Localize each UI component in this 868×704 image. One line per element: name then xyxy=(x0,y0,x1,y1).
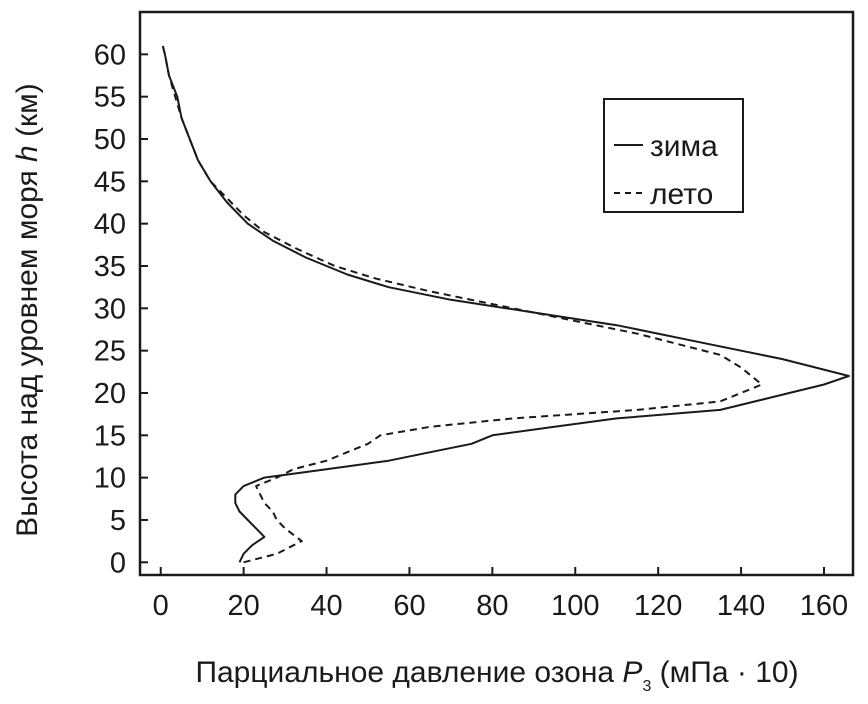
y-tick-label: 25 xyxy=(94,336,126,368)
y-tick-label: 55 xyxy=(94,82,126,114)
series-line-summer xyxy=(161,45,763,564)
series-group xyxy=(161,45,850,564)
x-tick-label: 100 xyxy=(551,590,599,622)
x-tick-label: 80 xyxy=(476,590,508,622)
y-tick-label: 30 xyxy=(94,293,126,325)
x-axis-ticks: 0 20 40 60 80 100 120 140 160 xyxy=(153,567,848,622)
x-axis-title: Парциальное давление озона P3 (мПа · 10) xyxy=(195,656,798,695)
y-tick-label: 45 xyxy=(94,166,126,198)
y-tick-label: 35 xyxy=(94,251,126,283)
x-tick-label: 140 xyxy=(717,590,765,622)
y-tick-label: 15 xyxy=(94,420,126,452)
y-tick-label: 60 xyxy=(94,39,126,71)
x-tick-label: 160 xyxy=(800,590,848,622)
x-tick-label: 40 xyxy=(310,590,342,622)
legend-label-summer: лето xyxy=(650,178,713,211)
x-tick-label: 60 xyxy=(393,590,425,622)
y-axis-title: Высота над уровнем моря h (км) xyxy=(11,83,44,537)
y-tick-label: 5 xyxy=(110,505,126,537)
y-tick-label: 10 xyxy=(94,463,126,495)
y-axis-ticks: 0 5 10 15 20 25 30 35 40 45 50 55 60 xyxy=(94,39,148,579)
x-tick-label: 20 xyxy=(228,590,260,622)
x-tick-label: 120 xyxy=(634,590,682,622)
y-tick-label: 50 xyxy=(94,124,126,156)
x-tick-label: 0 xyxy=(153,590,169,622)
y-tick-label: 20 xyxy=(94,378,126,410)
y-tick-label: 0 xyxy=(110,547,126,579)
y-tick-label: 40 xyxy=(94,209,126,241)
legend: зима лето xyxy=(603,98,744,213)
series-line-winter xyxy=(161,45,850,563)
legend-label-winter: зима xyxy=(650,130,718,163)
plot-frame xyxy=(138,10,855,577)
